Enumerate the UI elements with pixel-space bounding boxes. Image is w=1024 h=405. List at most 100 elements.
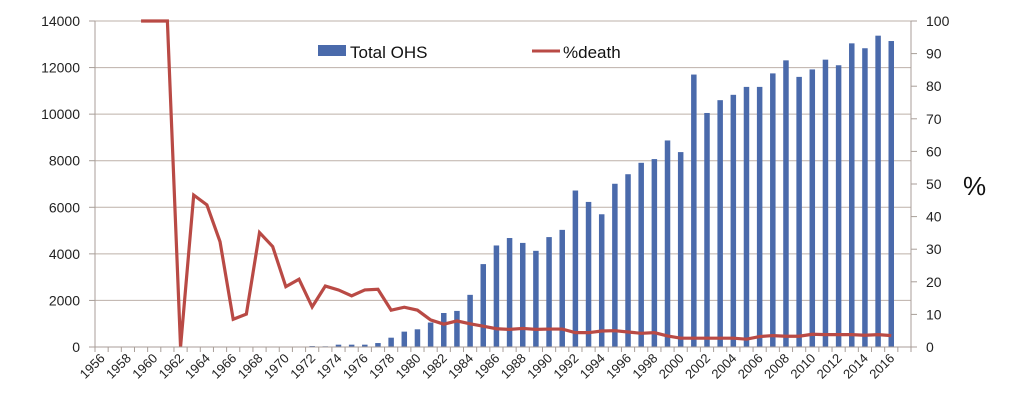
left-axis-tick-label: 14000: [41, 13, 80, 29]
bar-total-ohs: [559, 229, 565, 347]
right-axis-ticks: 0 10 20 30 40 50 60 70 80 90 100: [911, 13, 950, 355]
line-series-percent-death: [141, 19, 892, 348]
x-axis-tick-label: 1958: [103, 351, 134, 382]
x-axis-tick-label: 2010: [787, 351, 818, 382]
x-axis-tick-label: 2002: [682, 351, 713, 382]
x-axis-tick-label: 1986: [471, 351, 502, 382]
bar-total-ohs: [677, 152, 684, 347]
bar-total-ohs: [506, 238, 513, 347]
right-axis-tick-label: 40: [926, 209, 942, 225]
legend: Total OHS %death: [318, 43, 621, 62]
bar-total-ohs: [691, 74, 697, 348]
x-axis-tick-label: 1998: [629, 351, 660, 382]
right-axis-tick-label: 70: [926, 111, 942, 127]
x-axis-tick-label: 1976: [340, 351, 371, 382]
right-axis-tick-label: 30: [926, 241, 942, 257]
right-axis-tick-label: 20: [926, 274, 942, 290]
x-axis-tick-label: 1960: [129, 351, 160, 382]
bar-total-ohs: [546, 237, 552, 347]
bar-total-ohs: [664, 140, 671, 347]
bar-total-ohs: [519, 242, 526, 347]
bar-total-ohs: [598, 214, 605, 347]
bar-total-ohs: [875, 35, 881, 348]
left-axis-tick-label: 4000: [49, 246, 80, 262]
x-axis-tick-label: 1988: [498, 351, 529, 382]
left-axis-tick-label: 2000: [49, 292, 80, 308]
x-axis-tick-label: 1990: [524, 351, 555, 382]
x-axis-tick-label: 1970: [261, 351, 292, 382]
bar-total-ohs: [585, 201, 592, 347]
bar-total-ohs: [888, 41, 895, 347]
bar-total-ohs: [533, 250, 539, 347]
x-axis-tick-label: 1984: [445, 351, 476, 382]
bar-total-ohs: [717, 100, 723, 348]
legend-label-total-ohs: Total OHS: [350, 43, 427, 62]
bar-total-ohs: [835, 65, 842, 347]
gridlines: [95, 20, 911, 301]
bar-total-ohs: [348, 344, 355, 347]
left-axis-tick-label: 8000: [49, 153, 80, 169]
x-axis-tick-label: 1978: [366, 351, 397, 382]
x-axis-tick-label: 1968: [235, 351, 266, 382]
x-axis-tick-label: 1964: [182, 351, 213, 382]
x-axis-tick-label: 2006: [735, 351, 766, 382]
x-axis-tick-label: 1992: [550, 351, 581, 382]
left-axis-tick-label: 0: [72, 339, 80, 355]
bar-total-ohs: [467, 294, 473, 347]
line-percent-death: [140, 19, 892, 348]
x-axis-tick-label: 1996: [603, 351, 634, 382]
x-axis-ticks: 1956195819601962196419661968197019721974…: [77, 347, 912, 382]
bar-total-ohs: [756, 86, 763, 348]
bar-total-ohs: [783, 60, 789, 348]
x-axis-tick-label: 1980: [393, 351, 424, 382]
left-axis-ticks: 0 2000 4000 6000 8000 10000 12000 14000: [41, 13, 95, 355]
bar-total-ohs: [625, 174, 631, 347]
bar-total-ohs: [612, 183, 618, 347]
bar-total-ohs: [730, 94, 737, 348]
legend-label-percent-death: %death: [563, 43, 621, 62]
x-axis-tick-label: 2004: [708, 351, 739, 382]
bar-total-ohs: [651, 159, 658, 347]
bars-total-ohs: [309, 35, 895, 348]
x-axis-tick-label: 2012: [814, 351, 845, 382]
right-axis-title: %: [963, 171, 986, 201]
bar-total-ohs: [704, 112, 710, 347]
right-axis-tick-label: 60: [926, 143, 942, 159]
bar-total-ohs: [441, 313, 447, 347]
bar-total-ohs: [849, 43, 855, 348]
x-axis-tick-label: 1974: [314, 351, 345, 382]
bar-total-ohs: [572, 190, 579, 347]
x-axis-tick-label: 1982: [419, 351, 450, 382]
bar-total-ohs: [388, 337, 394, 347]
bar-total-ohs: [375, 343, 381, 347]
bar-total-ohs: [427, 322, 434, 347]
bar-total-ohs: [493, 245, 500, 347]
right-axis-tick-label: 0: [926, 339, 934, 355]
left-axis-tick-label: 10000: [41, 106, 80, 122]
right-axis-tick-label: 100: [926, 13, 950, 29]
bar-total-ohs: [796, 76, 802, 347]
x-axis-tick-label: 2000: [656, 351, 687, 382]
bar-total-ohs: [770, 73, 776, 348]
x-axis-tick-label: 2008: [761, 351, 792, 382]
bar-total-ohs: [743, 86, 750, 348]
x-axis-tick-label: 2014: [840, 351, 871, 382]
bar-total-ohs: [401, 331, 408, 347]
bar-total-ohs: [414, 329, 421, 347]
right-axis-tick-label: 10: [926, 306, 942, 322]
right-axis-tick-label: 80: [926, 78, 942, 94]
bar-total-ohs: [862, 48, 868, 347]
bar-total-ohs: [362, 344, 368, 347]
left-axis-tick-label: 12000: [41, 60, 80, 76]
bar-total-ohs: [822, 59, 829, 347]
bar-total-ohs: [480, 264, 487, 347]
x-axis-tick-label: 1994: [577, 351, 608, 382]
right-axis-tick-label: 50: [926, 176, 942, 192]
bar-total-ohs: [638, 162, 644, 347]
x-axis-tick-label: 2016: [866, 351, 897, 382]
x-axis-tick-label: 1956: [77, 351, 108, 382]
bar-total-ohs: [809, 69, 816, 347]
left-axis-tick-label: 6000: [49, 199, 80, 215]
x-axis-tick-label: 1966: [208, 351, 239, 382]
